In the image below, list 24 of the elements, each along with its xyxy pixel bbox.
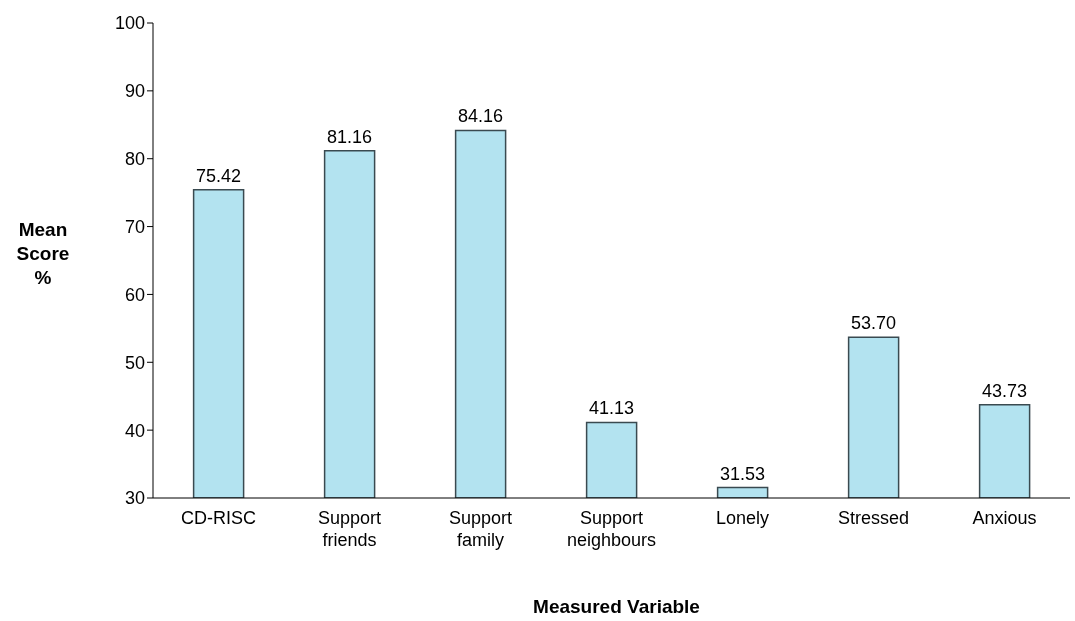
x-tick-label: Support friends <box>317 508 382 550</box>
data-label: 53.70 <box>851 313 897 334</box>
data-label: 81.16 <box>327 126 373 147</box>
y-axis-title: Mean Score % <box>15 218 71 290</box>
x-tick-label: Anxious <box>972 508 1037 528</box>
y-tick-label: 90 <box>124 81 145 102</box>
x-tick-label: CD-RISC <box>181 508 256 528</box>
data-label: 43.73 <box>982 380 1028 401</box>
y-tick-label: 70 <box>124 216 145 237</box>
data-label: 31.53 <box>720 463 766 484</box>
data-label: 84.16 <box>458 106 504 127</box>
x-tick-label: Support family <box>448 508 513 550</box>
y-tick-label: 60 <box>124 284 145 305</box>
x-axis-title: Measured Variable <box>532 596 701 618</box>
x-tick-label: Support neighbours <box>566 508 657 550</box>
y-tick-label: 30 <box>124 488 145 509</box>
y-tick-label: 50 <box>124 352 145 373</box>
y-tick-label: 100 <box>114 13 145 34</box>
data-label: 75.42 <box>196 165 242 186</box>
x-tick-label: Lonely <box>715 508 770 528</box>
data-label: 41.13 <box>589 398 635 419</box>
y-tick-label: 80 <box>124 149 145 170</box>
y-tick-label: 40 <box>124 420 145 441</box>
x-tick-label: Stressed <box>837 508 910 528</box>
